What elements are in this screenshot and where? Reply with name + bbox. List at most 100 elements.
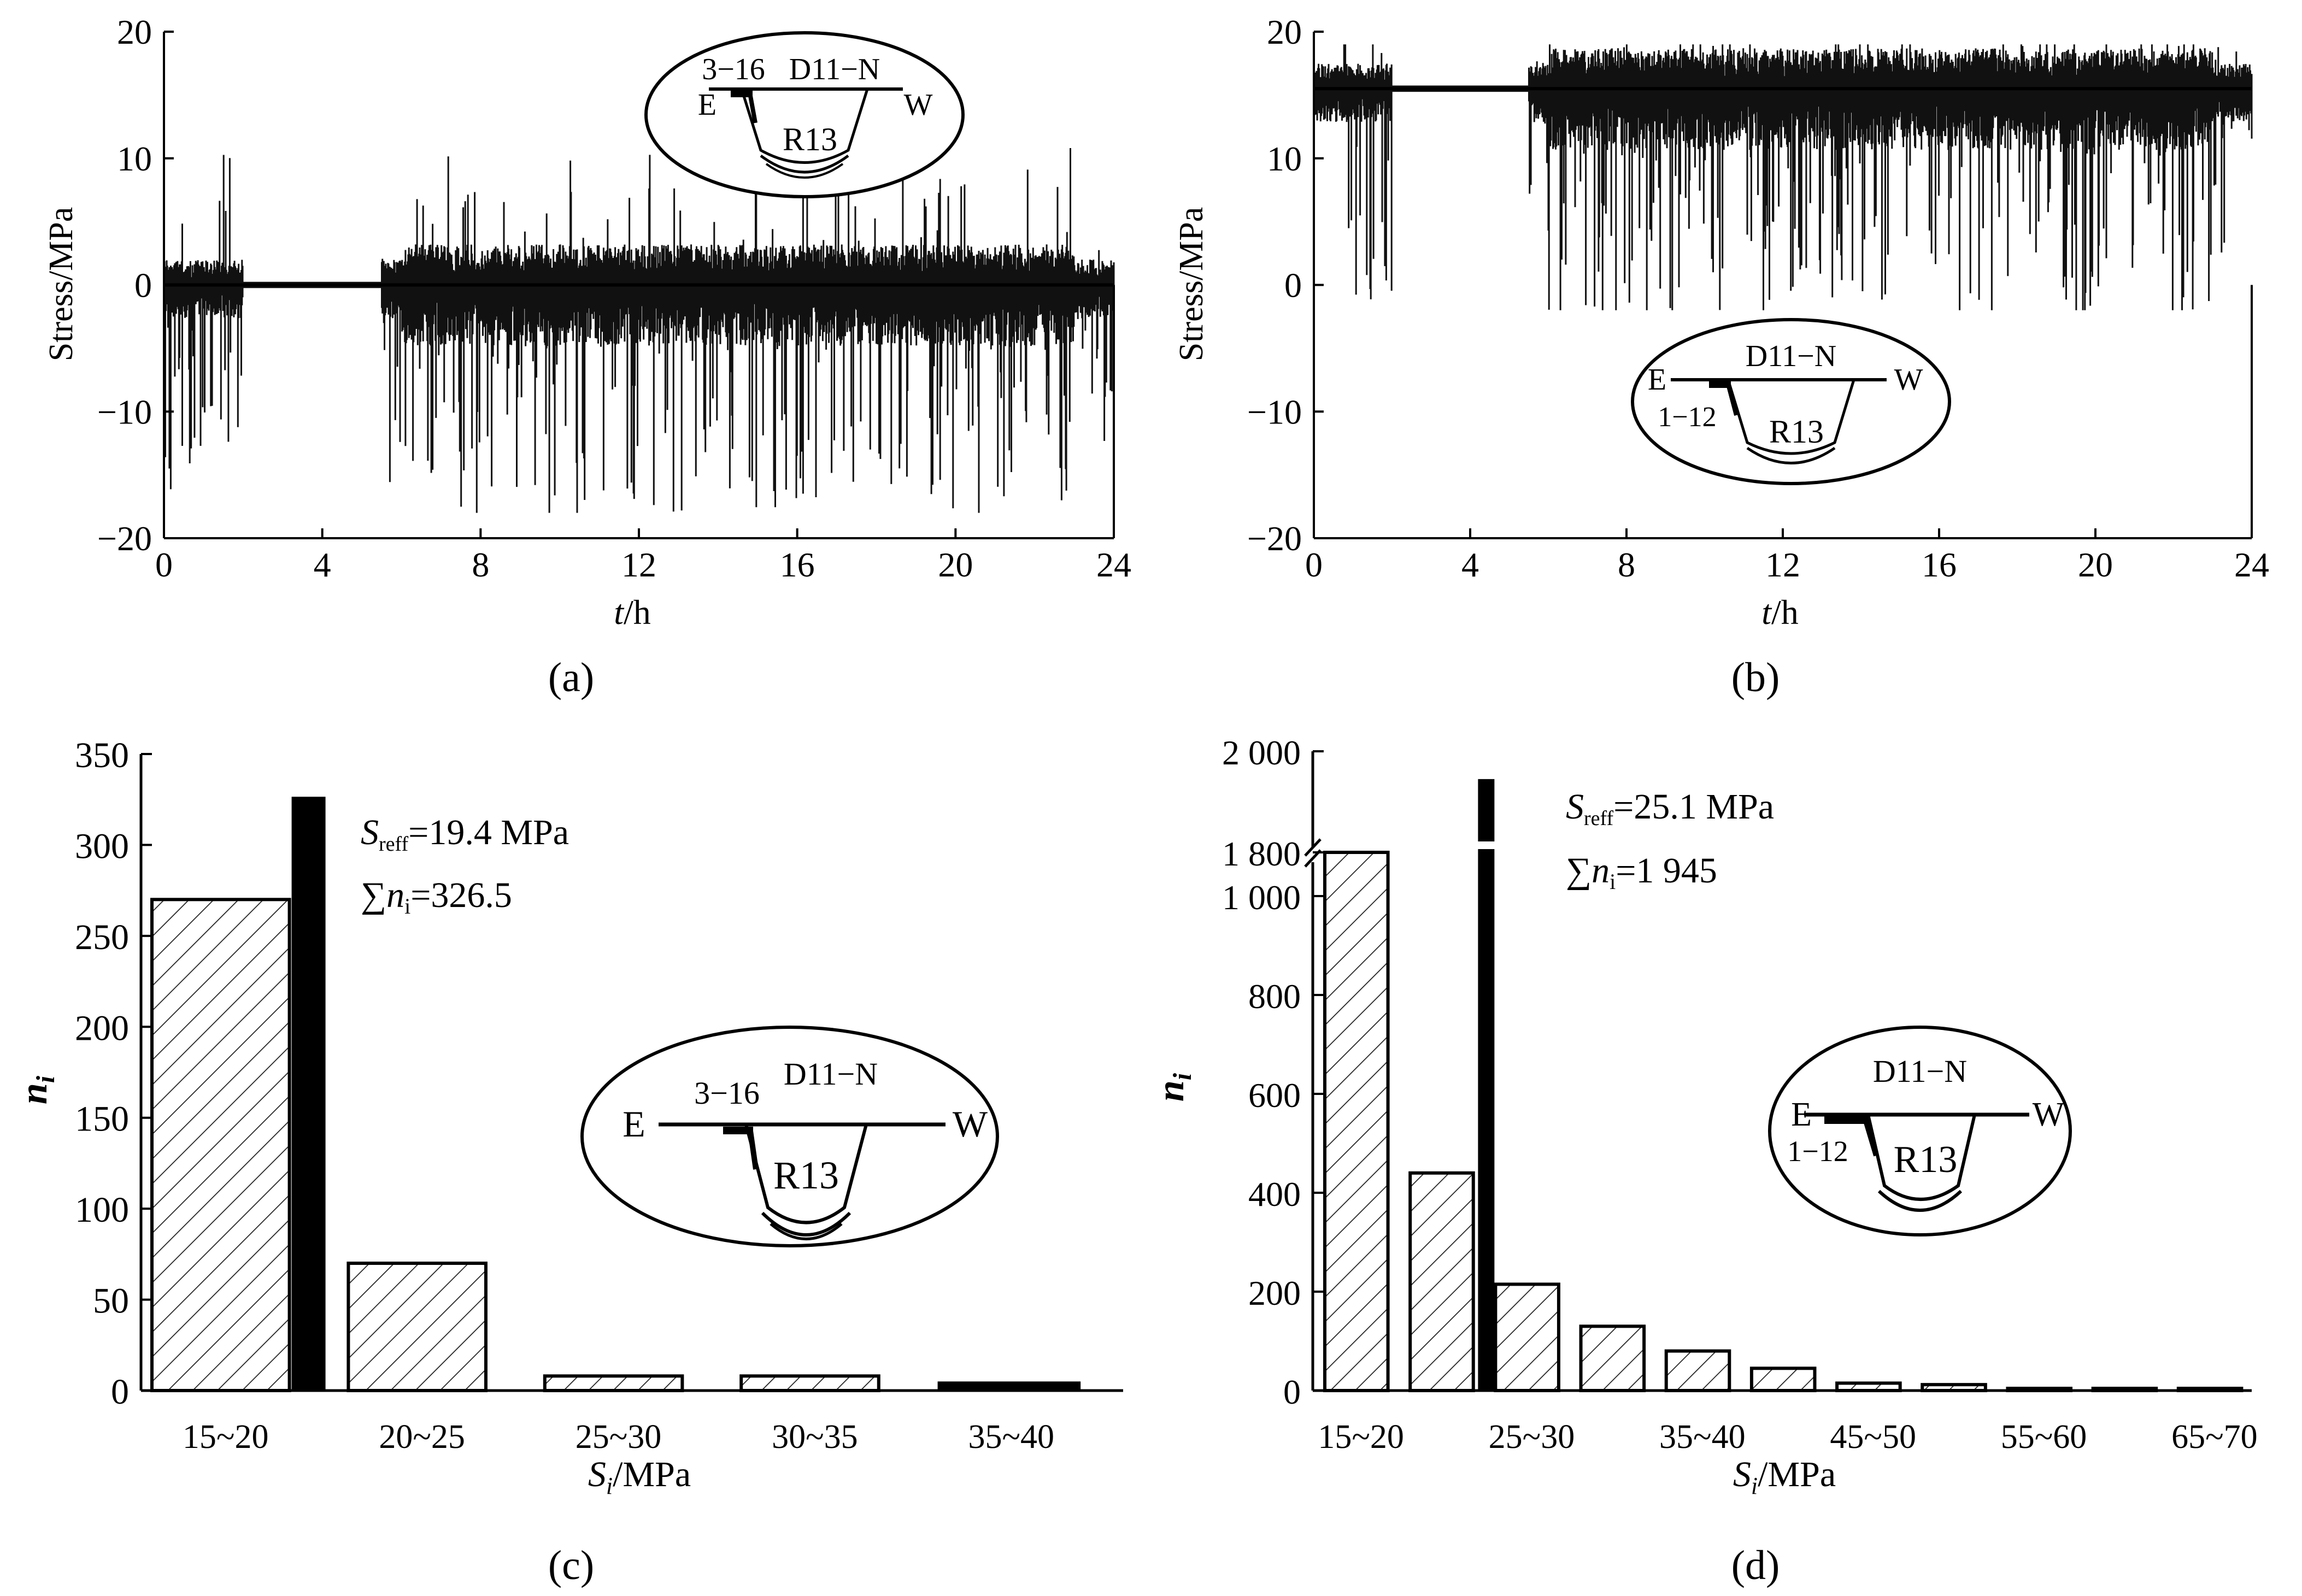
panel-d-sreff-sub: reff: [1584, 807, 1613, 830]
panel-d-y-tick-label: 2 000: [1222, 733, 1301, 772]
panel-a-inset-rib-label: R13: [783, 121, 837, 157]
panel-a-inset-rib-bottom: [760, 154, 849, 174]
a-y-tick-label: 20: [117, 13, 152, 51]
panel-d-y-axis-sub: i: [1168, 1073, 1197, 1080]
b-y-tick-label: 0: [1284, 266, 1302, 305]
b-x-tick-label: 20: [2078, 545, 2113, 584]
panel-d-x-tick-label: 25~30: [1489, 1418, 1575, 1456]
panel-b-inset-rib-bottom: [1746, 446, 1836, 464]
panel-c-sreff-symbol: S: [361, 812, 379, 852]
panel-b-inset-rib: [1727, 379, 1855, 455]
panel-c-inset-rib-label: R13: [773, 1153, 839, 1197]
a-x-tick-label: 24: [1096, 545, 1131, 584]
panel-b-stress-signal: [1313, 44, 2253, 310]
panel-d-y-tick-label: 200: [1248, 1274, 1301, 1312]
a-x-tick-label: 16: [780, 545, 815, 584]
panel-d-x-axis-sub: i: [1751, 1473, 1758, 1499]
panel-c-inset-east-label: E: [623, 1103, 645, 1145]
panel-a-stress-history: 20 10 0 −10 −20 0 4 8 12 16 20 24 Stress/MPa t/h 3…: [43, 13, 1131, 632]
panel-d-y-tick-label: 800: [1248, 977, 1301, 1016]
panel-a-x-axis-var: t: [614, 593, 625, 632]
panel-c-x-axis-sub: i: [606, 1473, 613, 1499]
panel-b-y-axis-label: Stress/MPa: [1173, 207, 1210, 361]
panel-c-x-tick-label: 35~40: [968, 1418, 1055, 1456]
b-y-tick-label: 10: [1267, 139, 1302, 178]
panel-c-inset-gauge-mark: [723, 1127, 753, 1134]
panel-d-x-tick-label: 15~20: [1318, 1418, 1404, 1456]
panel-a-inset-gauge-mark: [731, 91, 753, 97]
panel-d-inset-gauge-mark: [1824, 1116, 1868, 1124]
panel-b-inset-ellipse: [1631, 318, 1951, 485]
panel-a-inset-west-label: W: [904, 88, 933, 122]
panel-b-caption: (b): [1731, 655, 1780, 700]
a-signal-trace: [163, 148, 1115, 513]
panel-b-inset-west-label: W: [1894, 363, 1923, 397]
panel-a-inset-east-label: E: [698, 88, 717, 122]
a-x-tick-label: 4: [314, 545, 331, 584]
panel-d-y-tick-label: 400: [1248, 1175, 1301, 1214]
panel-c-y-tick-label: 50: [93, 1281, 129, 1321]
panel-c-bar-15~20: [150, 898, 291, 1393]
panel-a-y-ticks: 20 10 0 −10 −20: [97, 13, 174, 558]
panel-a-inset-gauge-label: 3−16: [702, 52, 765, 86]
panel-b-inset-rib-label: R13: [1769, 414, 1824, 450]
panel-d-x-axis-var: S: [1733, 1454, 1751, 1494]
panel-d-inset-west-label: W: [2033, 1096, 2065, 1133]
a-x-tick-label: 20: [938, 545, 973, 584]
panel-a-inset-rib-bottom-2: [765, 163, 844, 179]
panel-d-x-tick-label: 45~50: [1830, 1418, 1916, 1456]
panel-d-x-ticks: 15~20 25~30 35~40 45~50 55~60 65~70: [1318, 1418, 2257, 1456]
panel-c-sum-symbol: ∑: [361, 875, 386, 915]
panel-d-caption: (d): [1731, 1542, 1780, 1588]
panel-c-y-axis-var: n: [13, 1083, 55, 1104]
b-y-tick-label: 20: [1267, 13, 1302, 51]
panel-c-x-axis-var: S: [588, 1454, 606, 1494]
panel-b-inset-girder-label: D11−N: [1746, 339, 1836, 373]
panel-c-inset-rib: [744, 1124, 868, 1224]
panel-d-effective-bar: [1478, 779, 1495, 1391]
b-y-tick-label: −10: [1247, 392, 1302, 431]
panel-c-y-tick-label: 350: [75, 735, 129, 775]
panel-c-effective-bar: [291, 797, 326, 1391]
b-x-tick-label: 0: [1305, 545, 1323, 584]
panel-c-bars: [150, 797, 1081, 1393]
panel-d-y-tick-label: 0: [1283, 1373, 1301, 1411]
panel-d-bar-40~45: [1749, 1367, 1817, 1392]
panel-c-x-ticks: 15~20 20~25 25~30 30~35 35~40: [183, 1418, 1054, 1456]
panel-b-inset-diagram: D11−N E W 1−12 R13: [1631, 318, 1951, 485]
panel-d-x-tick-label: 35~40: [1659, 1418, 1746, 1456]
panel-c-y-tick-label: 150: [75, 1099, 129, 1139]
panel-a-inset-ellipse: [644, 31, 965, 198]
panel-a-x-ticks: 0 4 8 12 16 20 24: [155, 528, 1131, 584]
a-y-tick-label: −20: [97, 519, 152, 558]
panel-b-inset-gauge-leg: [1726, 383, 1739, 416]
panel-a-x-axis-label: t/h: [614, 593, 651, 632]
panel-c-bar-20~25: [347, 1262, 488, 1392]
panel-c-sreff-value: =19.4 MPa: [408, 812, 569, 852]
panel-c-inset-diagram: 3−16 D11−N E W R13: [580, 1026, 999, 1247]
panel-c-x-tick-label: 30~35: [772, 1418, 858, 1456]
panel-d-axis-break-mark-1: [1304, 838, 1322, 857]
panel-d-inset-rib: [1866, 1114, 1976, 1201]
panel-c-x-tick-label: 15~20: [183, 1418, 269, 1456]
panel-c-y-ticks: 0 50 100 150 200 250 300 350: [75, 735, 152, 1412]
panel-c-y-tick-label: 100: [75, 1190, 129, 1230]
b-signal-trace: [1313, 44, 2253, 310]
panel-c-bar-30~35: [739, 1374, 880, 1392]
panel-b-x-axis-label: t/h: [1761, 593, 1799, 632]
panel-a-inset-rib: [740, 89, 869, 164]
panel-d-y-ticks: 0 200 400 600 800 1 000 1 800 2 000: [1222, 733, 1324, 1411]
panel-b-y-ticks: 20 10 0 −10 −20: [1247, 13, 1324, 558]
a-x-tick-label: 12: [621, 545, 656, 584]
panel-c-bar-35~40: [937, 1381, 1081, 1391]
panel-d-annotation-sreff: Sreff=25.1 MPa: [1566, 787, 1774, 830]
panel-c-inset-gauge-leg: [748, 1130, 759, 1170]
b-x-tick-label: 24: [2234, 545, 2269, 584]
panel-a-stress-signal: [163, 148, 1115, 513]
panel-c-y-tick-label: 200: [75, 1008, 129, 1048]
a-y-tick-label: 10: [117, 139, 152, 178]
panel-d-effective-bar-break: [1476, 841, 1497, 849]
panel-c-x-axis-unit: /MPa: [613, 1454, 691, 1494]
panel-d-y-axis-var: n: [1150, 1080, 1192, 1102]
